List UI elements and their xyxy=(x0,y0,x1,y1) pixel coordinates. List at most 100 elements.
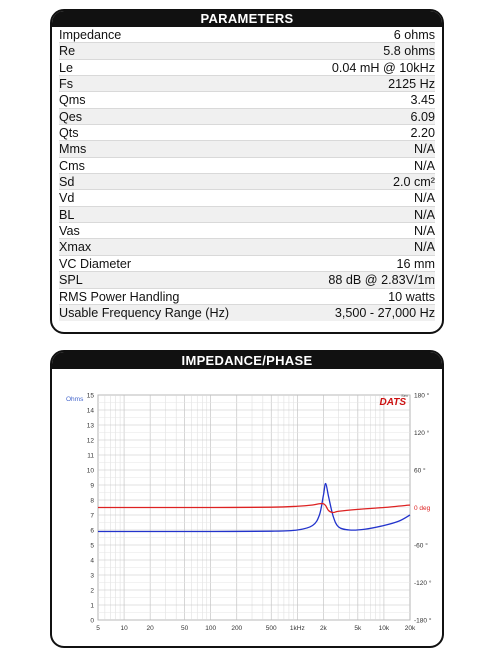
parameter-name: Sd xyxy=(59,175,75,190)
parameter-row: Xmax N/A xyxy=(59,239,435,256)
y-left-tick-label: 12 xyxy=(87,438,95,445)
y-left-tick-label: 7 xyxy=(90,513,94,520)
y-left-tick-label: 4 xyxy=(90,558,94,565)
parameter-row: Qms 3.45 xyxy=(59,92,435,109)
parameter-name: RMS Power Handling xyxy=(59,289,180,304)
parameter-name: Re xyxy=(59,44,76,59)
parameter-row: Le 0.04 mH @ 10kHz xyxy=(59,60,435,77)
x-tick-label: 10 xyxy=(120,625,128,632)
parameter-value: 3,500 - 27,000 Hz xyxy=(334,305,435,320)
y-left-tick-label: 11 xyxy=(87,453,94,460)
y-left-tick-label: 1 xyxy=(90,603,94,610)
y-left-tick-label: 0 xyxy=(90,618,94,625)
y-right-tick-label: 180 ° xyxy=(414,392,430,400)
y-right-tick-label: 120 ° xyxy=(414,429,430,437)
parameter-value: 6 ohms xyxy=(393,28,435,42)
parameter-name: Impedance xyxy=(59,28,122,42)
parameter-row: Fs 2125 Hz xyxy=(59,76,435,93)
y-left-tick-label: 2 xyxy=(90,588,94,595)
parameter-value: 88 dB @ 2.83V/1m xyxy=(328,273,435,288)
y-right-tick-label: 60 ° xyxy=(414,467,426,475)
parameter-value: 3.45 xyxy=(410,93,435,108)
x-tick-label: 50 xyxy=(181,625,189,632)
y-left-tick-label: 13 xyxy=(87,423,95,430)
parameter-name: BL xyxy=(59,207,75,222)
x-tick-label: 5k xyxy=(354,625,362,632)
parameter-row: SPL 88 dB @ 2.83V/1m xyxy=(59,272,435,289)
x-tick-label: 1kHz xyxy=(290,625,305,632)
parameter-name: Le xyxy=(59,60,74,75)
y-left-tick-label: 5 xyxy=(90,543,94,550)
parameter-name: Xmax xyxy=(59,240,92,255)
impedance-phase-panel: IMPEDANCE/PHASE 5 10 20 50 100 200 500 1kHz 2k 5k… xyxy=(50,350,444,648)
parameter-name: Qts xyxy=(59,126,79,141)
parameter-row: Vd N/A xyxy=(59,190,435,207)
parameter-row: Impedance 6 ohms xyxy=(59,27,435,44)
parameter-value: 5.8 ohms xyxy=(383,44,435,59)
parameter-value: N/A xyxy=(414,240,435,255)
parameter-value: N/A xyxy=(414,224,435,239)
y-left-tick-label: 10 xyxy=(87,468,95,475)
y-right-tick-label: -60 ° xyxy=(414,542,428,550)
parameter-row: Qts 2.20 xyxy=(59,125,435,142)
x-tick-label: 20k xyxy=(405,625,416,632)
parameter-name: Qms xyxy=(59,93,86,108)
parameter-name: Fs xyxy=(59,77,73,92)
phase-curve xyxy=(98,502,411,514)
y-left-unit: Ohms xyxy=(66,396,84,403)
parameter-row: BL N/A xyxy=(59,206,435,224)
parameter-value: 2125 Hz xyxy=(388,77,435,92)
parameter-name: Vd xyxy=(59,191,75,206)
x-tick-label: 200 xyxy=(231,625,242,632)
parameter-row: Usable Frequency Range (Hz) 3,500 - 27,00… xyxy=(59,304,435,322)
x-tick-label: 20 xyxy=(147,625,155,632)
y-left-tick-label: 6 xyxy=(90,528,94,535)
y-left-tick-label: 14 xyxy=(87,408,95,415)
parameter-value: N/A xyxy=(414,191,435,206)
dats-logo: DATS xyxy=(380,397,407,408)
parameter-row: Sd 2.0 cm² xyxy=(59,174,435,191)
parameter-value: 2.20 xyxy=(410,126,435,141)
parameter-row: Re 5.8 ohms xyxy=(59,43,435,60)
y-left-tick-label: 3 xyxy=(90,573,94,580)
parameter-row: Mms N/A xyxy=(59,141,435,158)
x-tick-label: 100 xyxy=(205,625,216,632)
parameter-value: N/A xyxy=(414,207,435,222)
parameters-table: Impedance 6 ohms Re 5.8 ohms Le 0.04 mH @ 10k… xyxy=(52,27,442,322)
impedance-curve xyxy=(98,482,411,533)
parameter-name: Mms xyxy=(59,142,87,157)
parameters-header: PARAMETERS xyxy=(52,11,442,27)
parameter-name: Cms xyxy=(59,158,85,173)
parameter-name: Vas xyxy=(59,224,80,239)
parameter-value: 16 mm xyxy=(396,256,436,271)
y-left-tick-label: 8 xyxy=(90,498,94,505)
parameter-value: N/A xyxy=(414,142,435,157)
parameter-name: Usable Frequency Range (Hz) xyxy=(59,305,230,320)
impedance-phase-header: IMPEDANCE/PHASE xyxy=(52,352,442,369)
parameter-name: SPL xyxy=(59,273,83,288)
y-right-tick-label: -180 ° xyxy=(414,617,432,625)
x-tick-label: 500 xyxy=(266,625,277,632)
parameter-row: Cms N/A xyxy=(59,158,435,175)
parameter-value: 0.04 mH @ 10kHz xyxy=(331,60,435,75)
dats-logo-sub: Sex xyxy=(401,393,408,398)
parameter-row: VC Diameter 16 mm xyxy=(59,256,436,273)
parameter-row: Qes 6.09 xyxy=(59,108,435,126)
parameter-name: VC Diameter xyxy=(59,256,132,271)
x-tick-label: 2k xyxy=(320,625,328,632)
parameter-value: N/A xyxy=(414,158,435,173)
parameter-value: 6.09 xyxy=(410,109,435,124)
parameter-name: Qes xyxy=(59,109,83,124)
parameter-value: 10 watts xyxy=(388,289,435,304)
impedance-phase-chart: 5 10 20 50 100 200 500 1kHz 2k 5k 10k 20k0123456789… xyxy=(66,392,432,633)
y-left-tick-label: 15 xyxy=(87,393,95,400)
x-tick-label: 10k xyxy=(379,625,390,632)
x-tick-label: 5 xyxy=(96,625,100,632)
parameters-panel: PARAMETERS Impedance 6 ohms Re 5.8 ohms Le 0.… xyxy=(50,9,444,334)
y-right-tick-label: 0 deg xyxy=(414,505,431,512)
parameter-row: Vas N/A xyxy=(59,223,435,240)
parameter-row: RMS Power Handling 10 watts xyxy=(59,289,435,305)
y-left-tick-label: 9 xyxy=(90,483,94,490)
y-right-tick-label: -120 ° xyxy=(414,579,432,587)
parameter-value: 2.0 cm² xyxy=(393,175,435,190)
